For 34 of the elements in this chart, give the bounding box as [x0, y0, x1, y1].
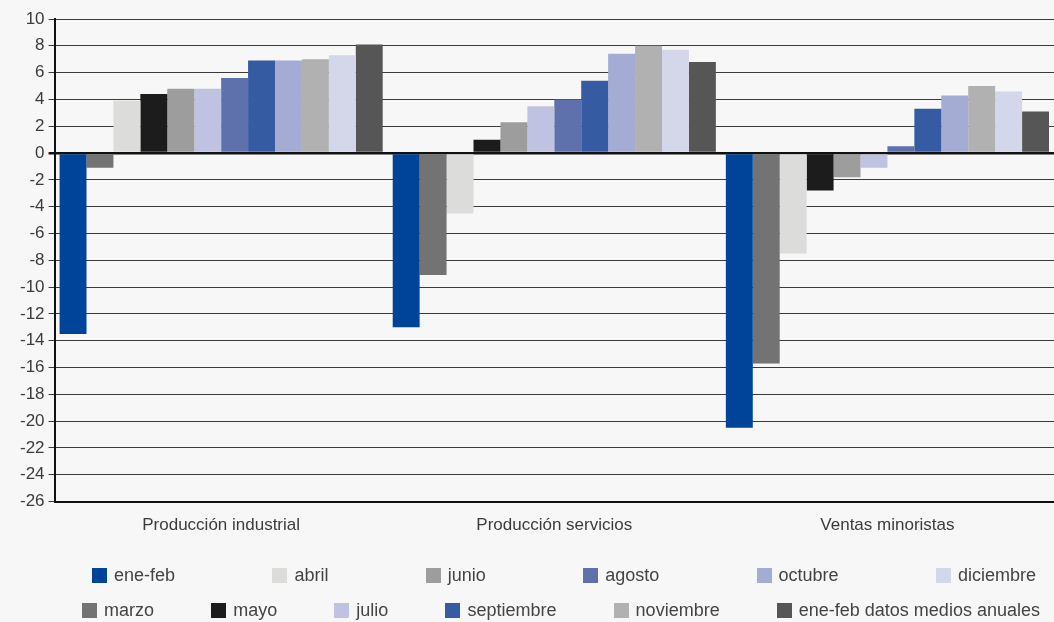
y-tick-label: -14: [19, 330, 45, 350]
legend-label: agosto: [605, 565, 660, 586]
legend-label: julio: [356, 600, 389, 621]
y-tick-label: -6: [29, 223, 45, 243]
y-tick-label: 4: [35, 89, 45, 109]
legend-label: marzo: [104, 600, 155, 621]
legend-label: octubre: [778, 565, 839, 586]
legend-label: mayo: [233, 600, 278, 621]
y-tick-label: -10: [19, 276, 45, 296]
legend-label: junio: [447, 565, 486, 586]
x-tick-label: Ventas minoristas: [820, 515, 955, 535]
y-tick-label: -20: [19, 410, 45, 430]
y-tick-label: -2: [29, 169, 45, 189]
y-tick-label: 10: [25, 8, 45, 28]
y-tick-label: -8: [29, 249, 45, 269]
legend-label: ene-feb datos medios anuales: [798, 600, 1040, 621]
legend-label: noviembre: [635, 600, 720, 621]
y-tick-label: -22: [19, 437, 45, 457]
y-tick-label: -16: [19, 357, 45, 377]
legend-label: abril: [294, 565, 329, 586]
y-tick-label: 8: [35, 35, 45, 55]
y-tick-label: -24: [19, 464, 45, 484]
y-tick-label: -12: [19, 303, 45, 323]
y-tick-label: 6: [35, 62, 45, 82]
legend-label: diciembre: [957, 565, 1036, 586]
y-tick-label: 0: [35, 142, 45, 162]
x-tick-label: Producción industrial: [142, 515, 301, 535]
legend-label: septiembre: [467, 600, 557, 621]
y-tick-label: 2: [35, 115, 45, 135]
legend-label: ene-feb: [114, 565, 176, 586]
y-tick-label: -4: [29, 196, 45, 216]
x-tick-label: Producción servicios: [476, 515, 633, 535]
y-tick-label: -26: [19, 491, 45, 511]
y-tick-label: -18: [19, 384, 45, 404]
